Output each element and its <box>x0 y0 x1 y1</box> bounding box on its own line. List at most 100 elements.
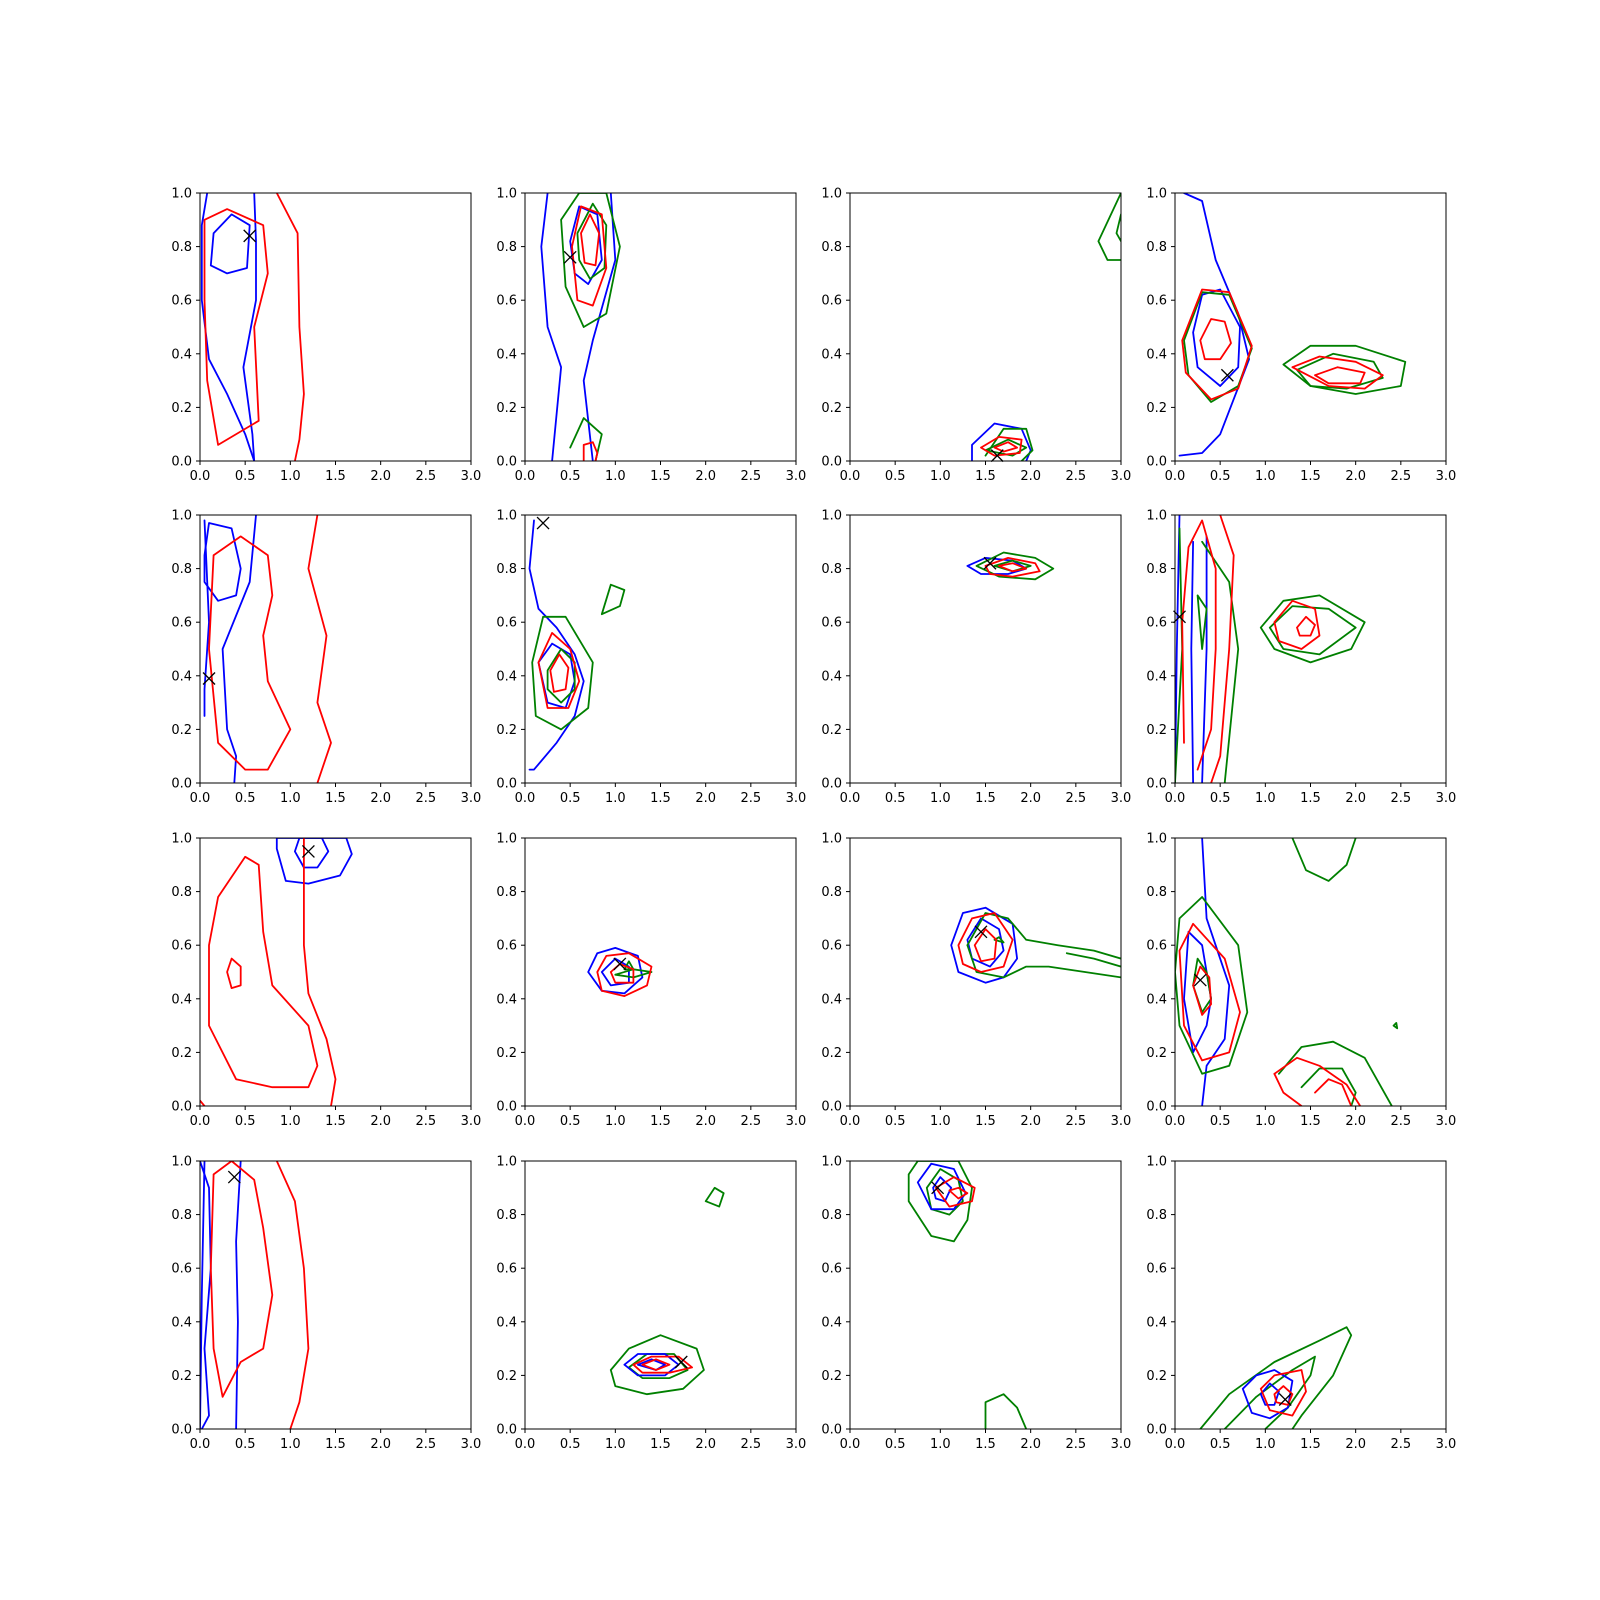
x-tick-label: 2.0 <box>1345 469 1366 484</box>
x-marker <box>1193 973 1207 987</box>
subplot-2-4: 0.0 0.5 1.0 1.5 2.0 2.5 3.0 0.0 0.2 0.4 0.6 0.8 1.0 <box>1146 509 1456 807</box>
x-tick-label: 1.0 <box>1255 469 1276 484</box>
green-contour-line <box>975 551 1055 581</box>
y-tick-label: 0.0 <box>171 1100 192 1115</box>
y-tick-label: 0.6 <box>821 939 842 954</box>
red-contour-line <box>948 1186 969 1200</box>
red-contour-line <box>203 208 269 446</box>
y-tick-label: 0.8 <box>821 885 842 900</box>
x-tick-label: 0.0 <box>190 1114 211 1129</box>
y-tick-label: 1.0 <box>171 187 192 202</box>
blue-contour-line <box>1259 1382 1280 1406</box>
x-tick-label: 2.0 <box>370 1114 391 1129</box>
blue-contour-line <box>1201 535 1208 783</box>
y-tick-label: 0.4 <box>496 1315 517 1330</box>
y-tick-label: 0.2 <box>821 1369 842 1384</box>
x-marker <box>674 1355 688 1369</box>
x-tick-label: 0.5 <box>560 791 581 806</box>
x-tick-label: 0.5 <box>1210 469 1231 484</box>
red-contour-line <box>993 441 1018 453</box>
red-contour-line <box>571 205 608 307</box>
x-marker <box>990 449 1004 463</box>
x-tick-label: 2.5 <box>415 1114 436 1129</box>
x-tick-label: 0.0 <box>190 791 211 806</box>
x-tick-label: 1.0 <box>1255 1437 1276 1452</box>
x-tick-label: 1.0 <box>1255 1114 1276 1129</box>
y-tick-label: 0.4 <box>821 347 842 362</box>
x-marker <box>227 1170 241 1184</box>
x-tick-label: 2.5 <box>1390 1114 1411 1129</box>
blue-contour-line <box>242 193 257 461</box>
y-tick-label: 0.6 <box>821 1262 842 1277</box>
y-tick-label: 0.4 <box>1146 1315 1167 1330</box>
x-tick-label: 3.0 <box>1111 1437 1132 1452</box>
x-tick-label: 2.0 <box>1020 1437 1041 1452</box>
x-tick-label: 2.0 <box>695 1437 716 1452</box>
x-tick-label: 1.5 <box>325 1114 346 1129</box>
x-tick-label: 3.0 <box>1111 791 1132 806</box>
contour-group <box>528 519 626 771</box>
y-tick-label: 0.2 <box>1146 723 1167 738</box>
blue-contour-line <box>1183 930 1212 1054</box>
contour-group <box>200 1161 310 1429</box>
x-tick-label: 1.0 <box>605 1114 626 1129</box>
blue-contour-line <box>235 1161 242 1429</box>
red-contour-line <box>582 441 599 461</box>
y-tick-label: 0.4 <box>821 669 842 684</box>
x-tick-label: 2.0 <box>1345 791 1366 806</box>
x-tick-label: 2.0 <box>1345 1114 1366 1129</box>
x-tick-label: 1.5 <box>1300 791 1321 806</box>
red-contour-line <box>984 557 1041 578</box>
x-tick-label: 2.5 <box>740 1114 761 1129</box>
y-tick-label: 0.4 <box>496 669 517 684</box>
x-tick-label: 1.5 <box>325 469 346 484</box>
green-contour-line <box>614 968 653 979</box>
y-tick-label: 1.0 <box>171 1155 192 1170</box>
x-tick-label: 2.0 <box>1020 791 1041 806</box>
x-tick-label: 0.5 <box>885 1114 906 1129</box>
x-tick-label: 2.0 <box>370 1437 391 1452</box>
x-tick-label: 0.0 <box>1165 1114 1186 1129</box>
red-contour-line <box>641 1358 671 1371</box>
x-tick-label: 1.5 <box>325 1437 346 1452</box>
y-tick-label: 0.8 <box>496 1208 517 1223</box>
green-contour-line <box>1115 213 1121 243</box>
x-tick-label: 0.5 <box>885 791 906 806</box>
x-tick-label: 3.0 <box>786 1114 807 1129</box>
y-tick-label: 0.8 <box>496 885 517 900</box>
x-tick-label: 3.0 <box>1436 791 1457 806</box>
red-contour-line <box>934 1176 976 1208</box>
y-tick-label: 0.2 <box>1146 1046 1167 1061</box>
x-tick-label: 1.0 <box>930 469 951 484</box>
x-tick-label: 2.0 <box>370 469 391 484</box>
x-tick-label: 3.0 <box>1111 1114 1132 1129</box>
y-tick-label: 0.4 <box>1146 992 1167 1007</box>
blue-contour-line <box>203 522 242 602</box>
x-tick-label: 0.0 <box>515 791 536 806</box>
red-contour-line <box>1273 1072 1303 1106</box>
y-tick-label: 0.6 <box>496 616 517 631</box>
contour-group <box>203 515 332 783</box>
y-tick-label: 0.4 <box>821 992 842 1007</box>
y-tick-label: 1.0 <box>496 187 517 202</box>
subplot-3-3: 0.0 0.5 1.0 1.5 2.0 2.5 3.0 0.0 0.2 0.4 0.6 0.8 1.0 <box>821 832 1131 1130</box>
subplot-2-3: 0.0 0.5 1.0 1.5 2.0 2.5 3.0 0.0 0.2 0.4 0.6 0.8 1.0 <box>821 509 1131 807</box>
x-tick-label: 2.5 <box>740 1437 761 1452</box>
green-contour-line <box>704 1186 725 1208</box>
y-tick-label: 0.4 <box>171 669 192 684</box>
subplot-2-2: 0.0 0.5 1.0 1.5 2.0 2.5 3.0 0.0 0.2 0.4 0.6 0.8 1.0 <box>496 509 806 807</box>
subplot-4-2: 0.0 0.5 1.0 1.5 2.0 2.5 3.0 0.0 0.2 0.4 0.6 0.8 1.0 <box>496 1155 806 1453</box>
x-tick-label: 1.5 <box>650 1114 671 1129</box>
subplot-2-1: 0.0 0.5 1.0 1.5 2.0 2.5 3.0 0.0 0.2 0.4 0.6 0.8 1.0 <box>171 509 481 807</box>
x-marker <box>1173 610 1186 624</box>
y-tick-label: 1.0 <box>821 832 842 847</box>
green-contour-line <box>1268 605 1357 656</box>
y-tick-label: 0.8 <box>171 562 192 577</box>
red-contour-line <box>275 193 305 461</box>
y-tick-label: 0.2 <box>1146 1369 1167 1384</box>
x-tick-label: 0.0 <box>840 1437 861 1452</box>
blue-contour-line <box>600 957 630 987</box>
x-tick-label: 2.5 <box>1065 1437 1086 1452</box>
blue-contour-line <box>203 519 210 717</box>
